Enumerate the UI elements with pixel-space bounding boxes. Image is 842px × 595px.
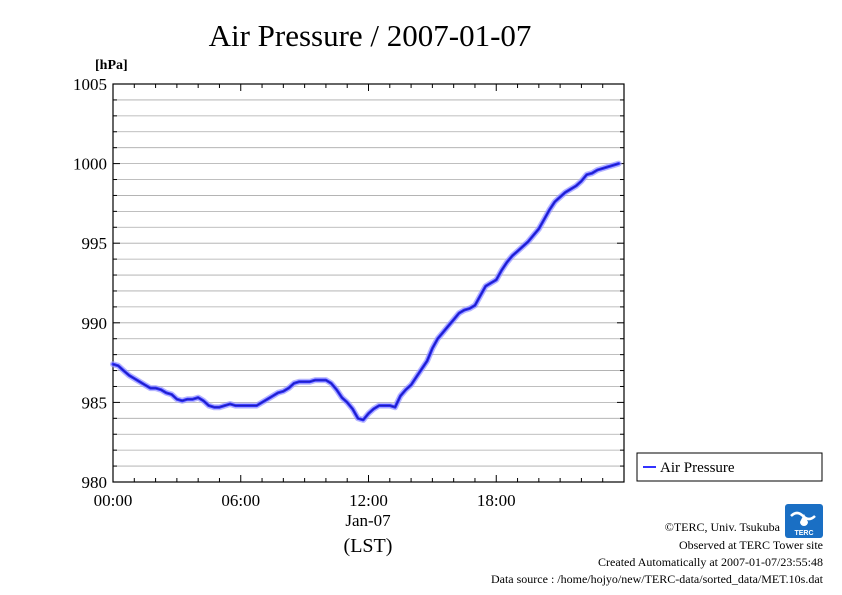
axis-ticks: [112, 83, 625, 483]
legend-entry-air-pressure: Air Pressure: [660, 460, 735, 476]
series-line-core: [112, 163, 619, 421]
series-line-air-pressure: [111, 162, 621, 422]
y-tick-label: 995: [82, 234, 108, 253]
logo-text: TERC: [794, 530, 813, 537]
x-tick-label: 00:00: [94, 491, 133, 510]
y-tick-label: 990: [82, 314, 108, 333]
plot-frame: [112, 83, 625, 483]
x-tick-label: 06:00: [221, 491, 260, 510]
logo-drop-icon: [800, 514, 808, 526]
legend: Air Pressure: [636, 452, 823, 482]
legend-box: [636, 452, 823, 482]
y-tick-label: 985: [82, 393, 108, 412]
observed-at-text: Observed at TERC Tower site: [679, 538, 823, 552]
copyright-text: ©TERC, Univ. Tsukuba: [665, 520, 781, 534]
chart-title: Air Pressure / 2007-01-07: [209, 18, 532, 53]
y-axis-unit-label: [hPa]: [95, 58, 128, 73]
terc-logo: TERC: [785, 504, 823, 538]
data-source-text: Data source : /home/hojyo/new/TERC-data/…: [491, 572, 824, 586]
x-tick-labels: 00:00 06:00 12:00 18:00: [94, 491, 516, 510]
x-axis-date-label: Jan-07: [345, 511, 391, 530]
x-axis-title: (LST): [344, 535, 393, 557]
x-tick-label: 12:00: [349, 491, 388, 510]
y-tick-label: 980: [82, 473, 108, 492]
created-at-text: Created Automatically at 2007-01-07/23:5…: [598, 555, 823, 569]
grid-lines: [113, 99, 624, 467]
x-tick-label: 18:00: [477, 491, 516, 510]
series-line-halo: [110, 160, 622, 423]
y-tick-labels: 980 985 990 995 1000 1005: [73, 75, 107, 492]
y-tick-label: 1000: [73, 155, 107, 174]
series-layer: [110, 160, 622, 423]
y-tick-label: 1005: [73, 75, 107, 94]
